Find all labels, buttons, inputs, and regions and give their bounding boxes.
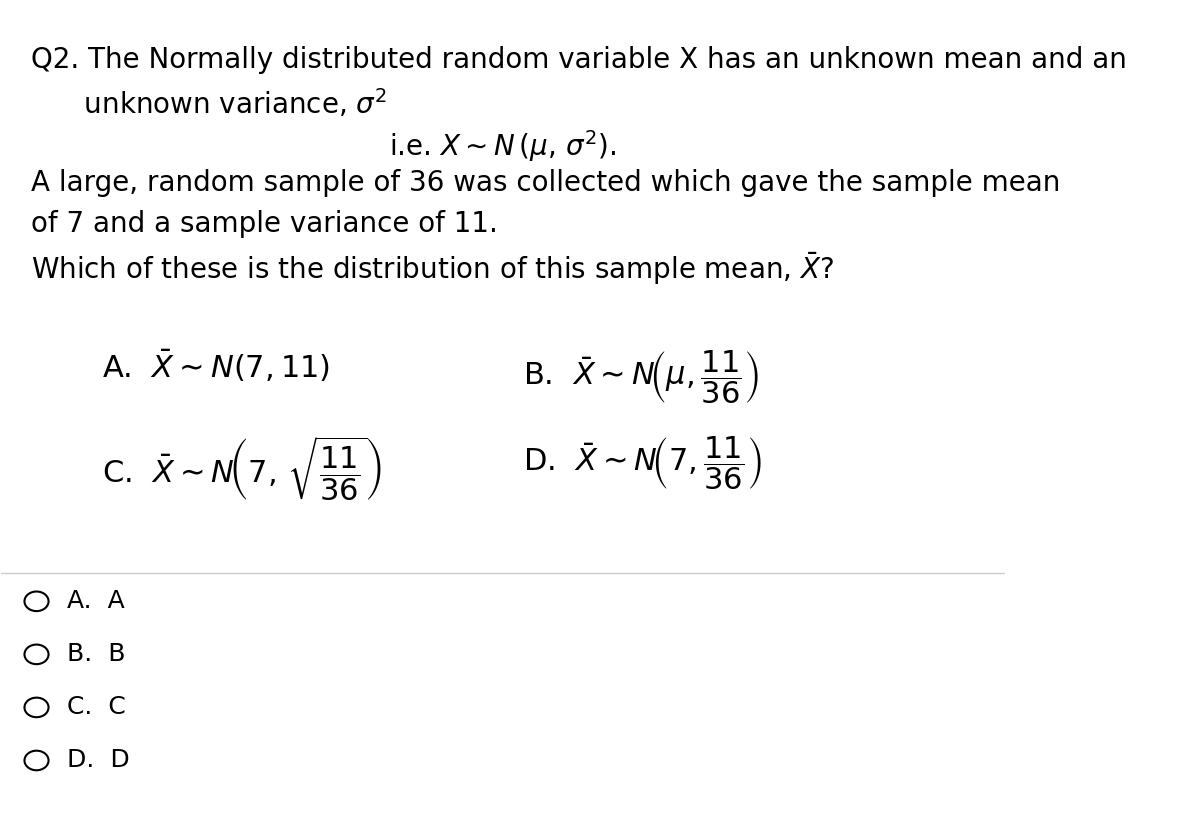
Text: D.  $\bar{X}{\sim}N\!\left(7,\dfrac{11}{36}\right)$: D. $\bar{X}{\sim}N\!\left(7,\dfrac{11}{3… [523,434,762,491]
Text: unknown variance, $\sigma^2$: unknown variance, $\sigma^2$ [31,87,388,120]
Text: i.e. $X \sim N\,(\mu,\, \sigma^2)$.: i.e. $X \sim N\,(\mu,\, \sigma^2)$. [389,128,617,164]
Text: Which of these is the distribution of this sample mean, $\bar{X}$?: Which of these is the distribution of th… [31,251,834,287]
Text: C.  $\bar{X}{\sim}N\!\left(7,\,\sqrt{\dfrac{11}{36}}\right)$: C. $\bar{X}{\sim}N\!\left(7,\,\sqrt{\dfr… [102,434,382,503]
Text: B.  $\bar{X}{\sim}N\!\left(\mu,\dfrac{11}{36}\right)$: B. $\bar{X}{\sim}N\!\left(\mu,\dfrac{11}… [523,348,760,406]
Text: C.  C: C. C [67,695,125,719]
Text: Q2. The Normally distributed random variable X has an unknown mean and an: Q2. The Normally distributed random vari… [31,47,1127,75]
Text: D.  D: D. D [67,749,130,772]
Text: of 7 and a sample variance of 11.: of 7 and a sample variance of 11. [31,210,498,238]
Text: B.  B: B. B [67,642,125,667]
Text: A.  $\bar{X}{\sim}N(7,11)$: A. $\bar{X}{\sim}N(7,11)$ [102,348,330,384]
Text: A.  A: A. A [67,590,125,613]
Text: A large, random sample of 36 was collected which gave the sample mean: A large, random sample of 36 was collect… [31,169,1061,197]
